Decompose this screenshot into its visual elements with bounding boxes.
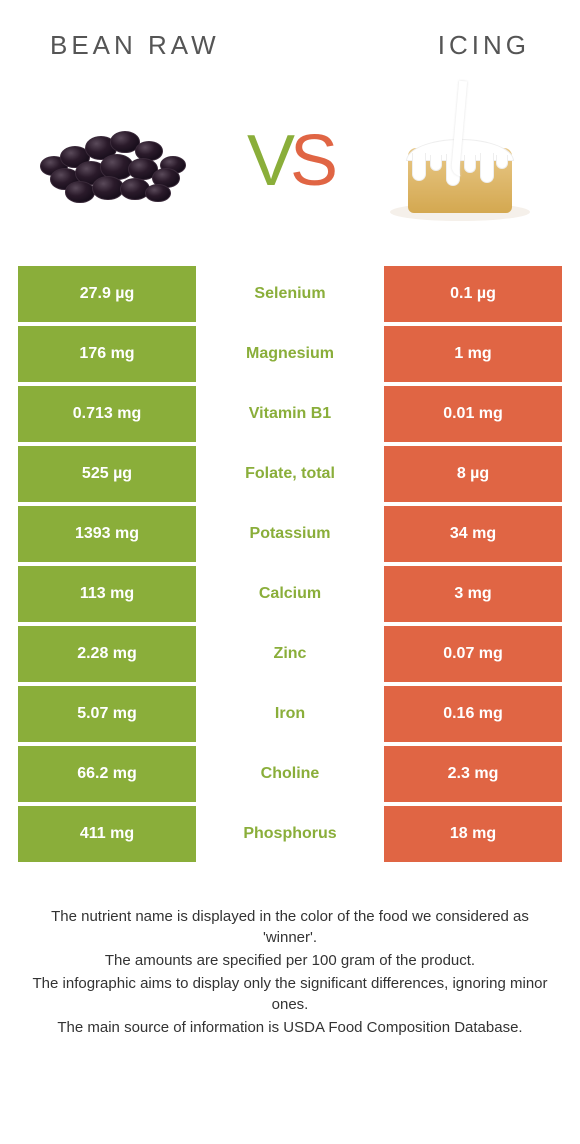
nutrient-name: Folate, total bbox=[196, 446, 384, 502]
nutrient-name: Selenium bbox=[196, 266, 384, 322]
nutrient-name: Phosphorus bbox=[196, 806, 384, 862]
footnotes: The nutrient name is displayed in the co… bbox=[0, 866, 580, 1038]
comparison-row: VS bbox=[0, 81, 580, 266]
right-value: 0.01 mg bbox=[384, 386, 562, 442]
left-value: 113 mg bbox=[18, 566, 196, 622]
nutrient-row: 176 mgMagnesium1 mg bbox=[18, 326, 562, 382]
nutrient-row: 525 µgFolate, total8 µg bbox=[18, 446, 562, 502]
right-value: 1 mg bbox=[384, 326, 562, 382]
left-value: 1393 mg bbox=[18, 506, 196, 562]
right-value: 18 mg bbox=[384, 806, 562, 862]
left-value: 176 mg bbox=[18, 326, 196, 382]
nutrient-name: Zinc bbox=[196, 626, 384, 682]
nutrient-row: 0.713 mgVitamin B10.01 mg bbox=[18, 386, 562, 442]
left-food-title: BEAN RAW bbox=[50, 30, 220, 61]
left-value: 2.28 mg bbox=[18, 626, 196, 682]
right-value: 8 µg bbox=[384, 446, 562, 502]
left-value: 411 mg bbox=[18, 806, 196, 862]
vs-v: V bbox=[247, 121, 290, 201]
comparison-infographic: BEAN RAW ICING VS bbox=[0, 0, 580, 1038]
nutrient-row: 5.07 mgIron0.16 mg bbox=[18, 686, 562, 742]
left-value: 27.9 µg bbox=[18, 266, 196, 322]
nutrient-name: Vitamin B1 bbox=[196, 386, 384, 442]
nutrient-name: Calcium bbox=[196, 566, 384, 622]
nutrient-name: Choline bbox=[196, 746, 384, 802]
right-value: 0.16 mg bbox=[384, 686, 562, 742]
right-food-image bbox=[360, 81, 560, 241]
right-value: 2.3 mg bbox=[384, 746, 562, 802]
footnote-line: The amounts are specified per 100 gram o… bbox=[30, 950, 550, 971]
vs-s: S bbox=[290, 121, 333, 201]
right-food-title: ICING bbox=[438, 30, 530, 61]
nutrient-row: 2.28 mgZinc0.07 mg bbox=[18, 626, 562, 682]
nutrient-row: 411 mgPhosphorus18 mg bbox=[18, 806, 562, 862]
beans-illustration bbox=[30, 106, 210, 216]
left-value: 0.713 mg bbox=[18, 386, 196, 442]
nutrient-row: 27.9 µgSelenium0.1 µg bbox=[18, 266, 562, 322]
nutrient-table: 27.9 µgSelenium0.1 µg176 mgMagnesium1 mg… bbox=[0, 266, 580, 862]
right-value: 0.1 µg bbox=[384, 266, 562, 322]
footnote-line: The nutrient name is displayed in the co… bbox=[30, 906, 550, 948]
vs-label: VS bbox=[247, 120, 333, 202]
nutrient-name: Iron bbox=[196, 686, 384, 742]
footnote-line: The infographic aims to display only the… bbox=[30, 973, 550, 1015]
left-food-image bbox=[20, 81, 220, 241]
cake-illustration bbox=[370, 81, 550, 241]
right-value: 34 mg bbox=[384, 506, 562, 562]
nutrient-name: Magnesium bbox=[196, 326, 384, 382]
header: BEAN RAW ICING bbox=[0, 0, 580, 81]
nutrient-row: 113 mgCalcium3 mg bbox=[18, 566, 562, 622]
left-value: 66.2 mg bbox=[18, 746, 196, 802]
footnote-line: The main source of information is USDA F… bbox=[30, 1017, 550, 1038]
right-value: 3 mg bbox=[384, 566, 562, 622]
nutrient-row: 66.2 mgCholine2.3 mg bbox=[18, 746, 562, 802]
nutrient-row: 1393 mgPotassium34 mg bbox=[18, 506, 562, 562]
right-value: 0.07 mg bbox=[384, 626, 562, 682]
nutrient-name: Potassium bbox=[196, 506, 384, 562]
left-value: 525 µg bbox=[18, 446, 196, 502]
left-value: 5.07 mg bbox=[18, 686, 196, 742]
